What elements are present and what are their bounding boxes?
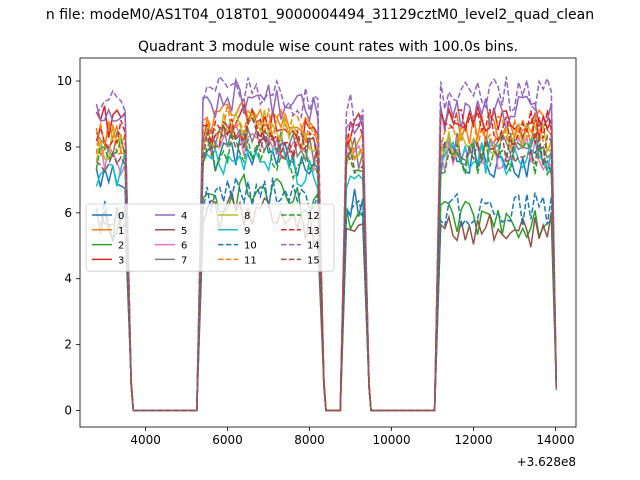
x-tick-label: 8000 — [294, 433, 325, 447]
x-tick-label: 4000 — [130, 433, 161, 447]
legend-label: 14 — [307, 241, 320, 252]
series-line-13 — [95, 108, 558, 412]
legend-label: 10 — [244, 241, 257, 252]
x-tick-label: 6000 — [212, 433, 243, 447]
legend-label: 2 — [118, 241, 124, 252]
legend-label: 1 — [118, 226, 124, 237]
x-tick-label: 14000 — [536, 433, 574, 447]
y-tick-label: 10 — [57, 74, 72, 88]
y-axis: 0 2 4 6 8 10 — [57, 74, 80, 418]
legend-label: 9 — [244, 226, 250, 237]
plot-frame — [79, 57, 577, 428]
legend-label: 4 — [181, 211, 187, 222]
x-axis: 4000 6000 8000 10000 12000 14000 — [130, 427, 575, 447]
x-offset-label: +3.628e8 — [517, 455, 576, 469]
chart-suptitle: n file: modeM0/AS1T04_018T01_9000004494_… — [46, 7, 594, 23]
legend-label: 6 — [181, 241, 187, 252]
y-tick-label: 4 — [64, 272, 72, 286]
legend-label: 5 — [181, 226, 187, 237]
legend-label: 15 — [307, 255, 320, 266]
x-tick-label: 10000 — [372, 433, 410, 447]
legend-label: 13 — [307, 226, 320, 237]
series-lines — [95, 75, 558, 412]
x-tick-label: 12000 — [454, 433, 492, 447]
y-tick-label: 0 — [64, 404, 72, 418]
y-tick-label: 8 — [64, 140, 72, 154]
legend-label: 0 — [118, 211, 124, 222]
legend-box — [85, 203, 335, 272]
chart-title: Quadrant 3 module wise count rates with … — [138, 39, 518, 55]
legend-label: 12 — [307, 211, 320, 222]
legend-label: 8 — [244, 211, 250, 222]
legend-label: 7 — [181, 255, 187, 266]
y-tick-label: 2 — [64, 338, 72, 352]
legend-label: 3 — [118, 255, 124, 266]
y-tick-label: 6 — [64, 206, 72, 220]
legend-label: 11 — [244, 255, 257, 266]
